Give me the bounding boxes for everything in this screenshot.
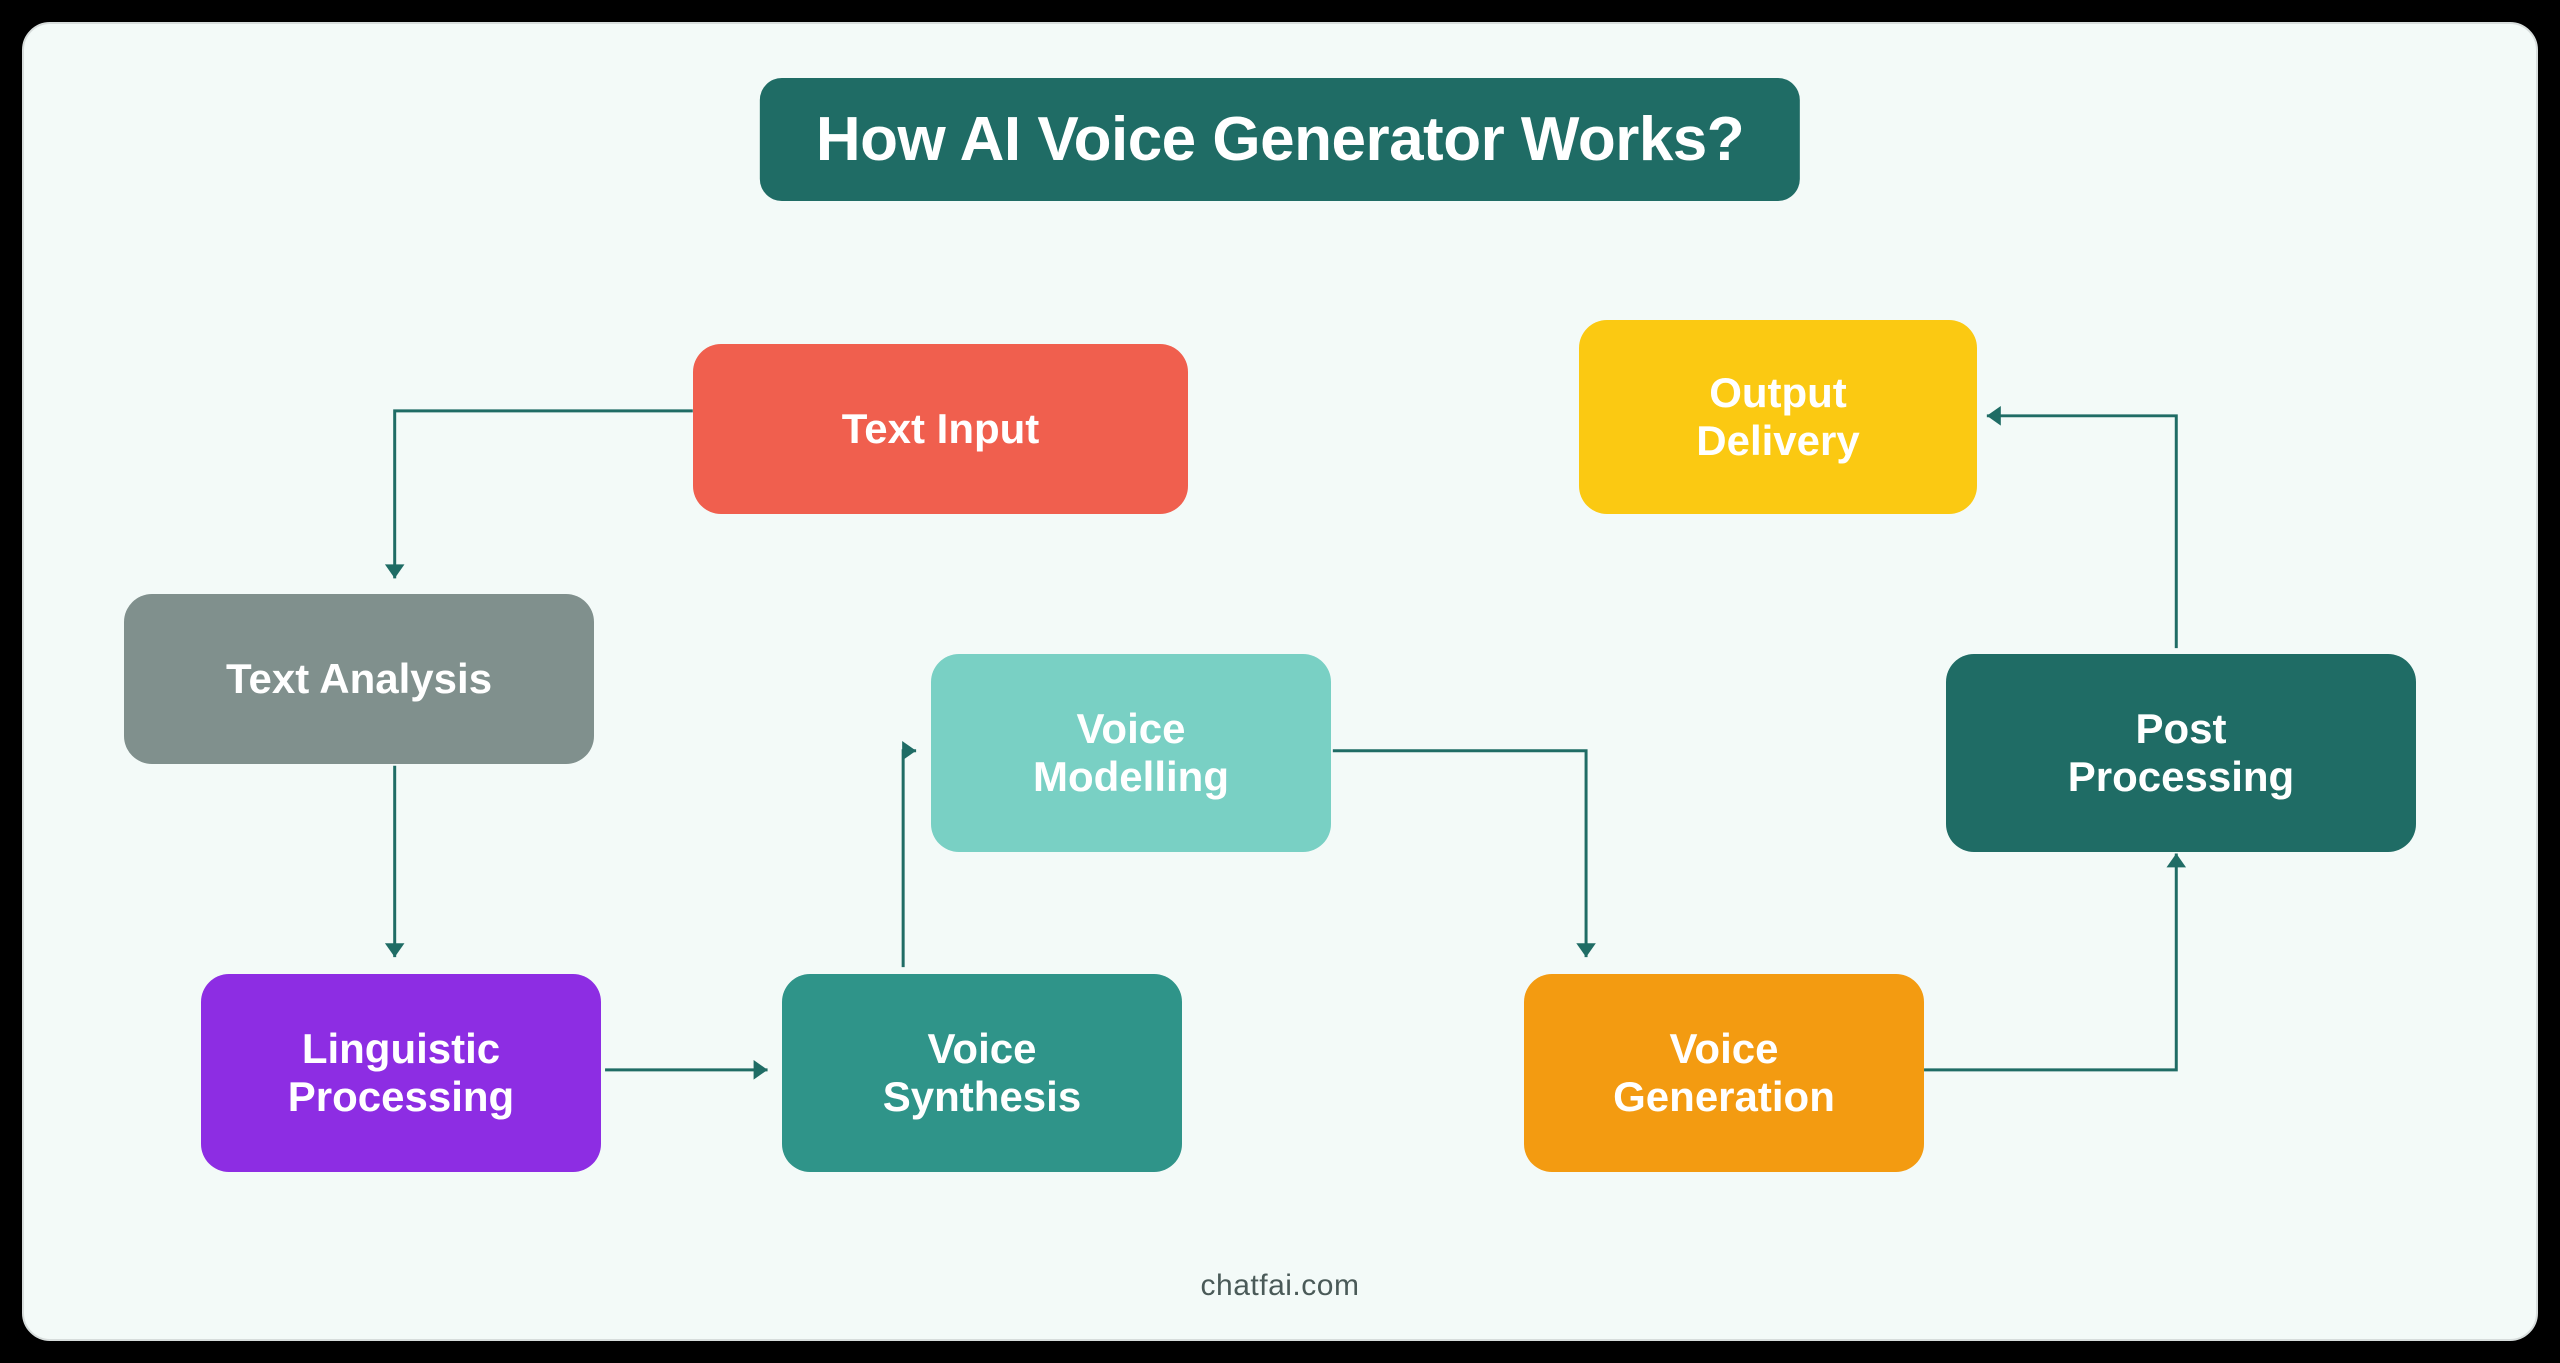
arrowhead-voice_synthesis-to-modelling (902, 741, 916, 761)
node-label: LinguisticProcessing (288, 1025, 514, 1122)
diagram-title: How AI Voice Generator Works? (760, 78, 1800, 201)
edge-post-to-output (1987, 416, 2176, 648)
node-linguistic-processing: LinguisticProcessing (201, 974, 601, 1172)
footer-attribution: chatfai.com (24, 1269, 2536, 1303)
node-label: Text Analysis (226, 655, 492, 703)
node-label: Text Input (842, 405, 1040, 453)
edge-voice_synthesis-to-modelling (903, 751, 916, 967)
arrowhead-text_input-to-text_analysis (385, 564, 405, 578)
node-voice-modelling: VoiceModelling (931, 654, 1331, 852)
node-label: OutputDelivery (1696, 369, 1859, 466)
diagram-canvas: How AI Voice Generator Works? Text Input… (22, 22, 2538, 1341)
node-label: VoiceModelling (1033, 705, 1229, 802)
node-label: VoiceGeneration (1613, 1025, 1835, 1122)
node-text-analysis: Text Analysis (124, 594, 594, 764)
node-voice-generation: VoiceGeneration (1524, 974, 1924, 1172)
edge-modelling-to-voice_generation (1333, 751, 1586, 957)
node-text-input: Text Input (693, 344, 1188, 514)
node-output-delivery: OutputDelivery (1579, 320, 1977, 514)
arrowhead-post-to-output (1987, 406, 2001, 426)
node-label: VoiceSynthesis (883, 1025, 1081, 1122)
arrowhead-voice_generation-to-post (2167, 853, 2187, 867)
edge-voice_generation-to-post (1924, 853, 2176, 1069)
node-voice-synthesis: VoiceSynthesis (782, 974, 1182, 1172)
edge-text_input-to-text_analysis (395, 411, 693, 578)
arrowhead-text_analysis-to-linguistic (385, 943, 405, 957)
node-post-processing: PostProcessing (1946, 654, 2416, 852)
node-label: PostProcessing (2068, 705, 2294, 802)
arrowhead-linguistic-to-voice_synthesis (754, 1060, 768, 1080)
arrowhead-modelling-to-voice_generation (1576, 943, 1596, 957)
